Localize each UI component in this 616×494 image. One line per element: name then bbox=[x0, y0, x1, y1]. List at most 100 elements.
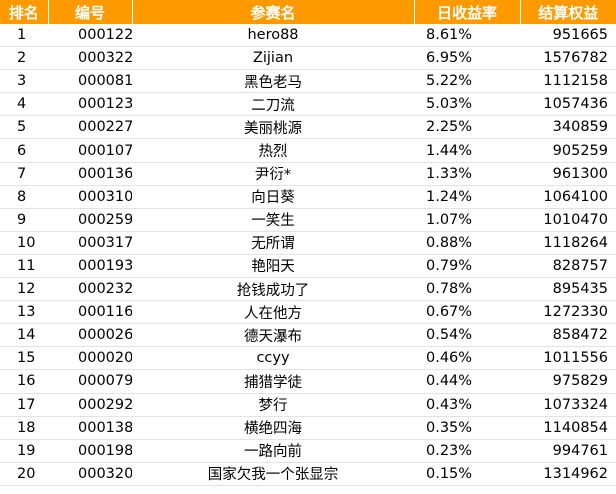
rank-cell: 2 bbox=[0, 46, 48, 71]
contestant-name-cell: 人在他方 bbox=[132, 300, 414, 325]
table-row: 18 000138 横绝四海 0.35% 1140854 bbox=[0, 416, 616, 440]
daily-return-cell: 0.44% bbox=[414, 369, 520, 394]
table-row: 10 000317 无所谓 0.88% 1118264 bbox=[0, 231, 616, 255]
rank-cell: 13 bbox=[0, 300, 48, 325]
settlement-equity-cell: 1011556 bbox=[520, 346, 616, 371]
settlement-equity-cell: 1314962 bbox=[520, 462, 616, 486]
settlement-equity-cell: 905259 bbox=[520, 138, 616, 163]
id-cell: 000232 bbox=[48, 277, 132, 302]
settlement-equity-cell: 1118264 bbox=[520, 231, 616, 255]
rank-cell: 12 bbox=[0, 277, 48, 302]
contestant-name-cell: 二刀流 bbox=[132, 92, 414, 117]
table-row: 19 000198 一路向前 0.23% 994761 bbox=[0, 439, 616, 463]
daily-return-cell: 0.46% bbox=[414, 346, 520, 371]
settlement-equity-cell: 951665 bbox=[520, 24, 616, 48]
daily-return-cell: 0.67% bbox=[414, 300, 520, 325]
daily-return-cell: 1.24% bbox=[414, 185, 520, 209]
daily-return-cell: 0.43% bbox=[414, 393, 520, 417]
id-cell: 000081 bbox=[48, 69, 132, 94]
id-cell: 000198 bbox=[48, 439, 132, 463]
contestant-name-cell: 美丽桃源 bbox=[132, 115, 414, 140]
table-row: 15 000020 ccyy 0.46% 1011556 bbox=[0, 346, 616, 371]
settlement-equity-cell: 1112158 bbox=[520, 69, 616, 94]
daily-return-cell: 2.25% bbox=[414, 115, 520, 140]
table-row: 12 000232 抢钱成功了 0.78% 895435 bbox=[0, 277, 616, 302]
contestant-name-cell: 抢钱成功了 bbox=[132, 277, 414, 302]
column-header-settlement-equity: 结算权益 bbox=[520, 0, 616, 24]
rank-cell: 6 bbox=[0, 138, 48, 163]
id-cell: 000026 bbox=[48, 323, 132, 348]
id-cell: 000322 bbox=[48, 46, 132, 71]
contestant-name-cell: 横绝四海 bbox=[132, 416, 414, 440]
rank-cell: 17 bbox=[0, 393, 48, 417]
id-cell: 000292 bbox=[48, 393, 132, 417]
table-row: 13 000116 人在他方 0.67% 1272330 bbox=[0, 300, 616, 325]
rank-cell: 14 bbox=[0, 323, 48, 348]
id-cell: 000193 bbox=[48, 254, 132, 279]
settlement-equity-cell: 1140854 bbox=[520, 416, 616, 440]
settlement-equity-cell: 975829 bbox=[520, 369, 616, 394]
table-row: 1 000122 hero88 8.61% 951665 bbox=[0, 24, 616, 48]
rank-cell: 11 bbox=[0, 254, 48, 279]
table-body: 1 000122 hero88 8.61% 951665 2 000322 Zijian 6.9… bbox=[0, 24, 616, 486]
contestant-name-cell: Zijian bbox=[132, 46, 414, 71]
id-cell: 000259 bbox=[48, 208, 132, 232]
id-cell: 000107 bbox=[48, 138, 132, 163]
table-row: 3 000081 黑色老马 5.22% 1112158 bbox=[0, 69, 616, 94]
daily-return-cell: 0.79% bbox=[414, 254, 520, 279]
id-cell: 000136 bbox=[48, 162, 132, 186]
rank-cell: 1 bbox=[0, 24, 48, 48]
contestant-name-cell: 捕猎学徒 bbox=[132, 369, 414, 394]
table-row: 17 000292 梦行 0.43% 1073324 bbox=[0, 393, 616, 417]
settlement-equity-cell: 1057436 bbox=[520, 92, 616, 117]
settlement-equity-cell: 895435 bbox=[520, 277, 616, 302]
daily-return-cell: 0.15% bbox=[414, 462, 520, 486]
contestant-name-cell: 黑色老马 bbox=[132, 69, 414, 94]
column-header-contestant-name: 参赛名 bbox=[132, 0, 415, 24]
settlement-equity-cell: 994761 bbox=[520, 439, 616, 463]
table-header: 排名 编号 参赛名 日收益率 结算权益 bbox=[0, 0, 616, 24]
rank-cell: 19 bbox=[0, 439, 48, 463]
column-header-rank: 排名 bbox=[0, 0, 49, 24]
contestant-name-cell: hero88 bbox=[132, 24, 414, 48]
settlement-equity-cell: 1064100 bbox=[520, 185, 616, 209]
settlement-equity-cell: 340859 bbox=[520, 115, 616, 140]
contestant-name-cell: 无所谓 bbox=[132, 231, 414, 255]
table-row: 4 000123 二刀流 5.03% 1057436 bbox=[0, 92, 616, 117]
id-cell: 000020 bbox=[48, 346, 132, 371]
id-cell: 000138 bbox=[48, 416, 132, 440]
table-row: 14 000026 德天瀑布 0.54% 858472 bbox=[0, 323, 616, 348]
table-row: 8 000310 向日葵 1.24% 1064100 bbox=[0, 185, 616, 209]
rank-cell: 16 bbox=[0, 369, 48, 394]
daily-return-cell: 0.23% bbox=[414, 439, 520, 463]
id-cell: 000317 bbox=[48, 231, 132, 255]
settlement-equity-cell: 858472 bbox=[520, 323, 616, 348]
contestant-name-cell: ccyy bbox=[132, 346, 414, 371]
settlement-equity-cell: 1576782 bbox=[520, 46, 616, 71]
contestant-name-cell: 德天瀑布 bbox=[132, 323, 414, 348]
rank-cell: 9 bbox=[0, 208, 48, 232]
daily-return-cell: 0.54% bbox=[414, 323, 520, 348]
contestant-name-cell: 向日葵 bbox=[132, 185, 414, 209]
table-row: 7 000136 尹衍* 1.33% 961300 bbox=[0, 162, 616, 186]
header-row: 排名 编号 参赛名 日收益率 结算权益 bbox=[0, 0, 616, 24]
id-cell: 000123 bbox=[48, 92, 132, 117]
settlement-equity-cell: 961300 bbox=[520, 162, 616, 186]
table-row: 11 000193 艳阳天 0.79% 828757 bbox=[0, 254, 616, 279]
id-cell: 000320 bbox=[48, 462, 132, 486]
settlement-equity-cell: 828757 bbox=[520, 254, 616, 279]
id-cell: 000079 bbox=[48, 369, 132, 394]
daily-return-cell: 0.88% bbox=[414, 231, 520, 255]
id-cell: 000227 bbox=[48, 115, 132, 140]
contestant-name-cell: 一路向前 bbox=[132, 439, 414, 463]
rank-cell: 20 bbox=[0, 462, 48, 486]
settlement-equity-cell: 1073324 bbox=[520, 393, 616, 417]
rank-cell: 8 bbox=[0, 185, 48, 209]
contestant-name-cell: 尹衍* bbox=[132, 162, 414, 186]
daily-return-cell: 6.95% bbox=[414, 46, 520, 71]
id-cell: 000122 bbox=[48, 24, 132, 48]
daily-return-cell: 5.03% bbox=[414, 92, 520, 117]
daily-return-cell: 1.44% bbox=[414, 138, 520, 163]
contestant-name-cell: 艳阳天 bbox=[132, 254, 414, 279]
